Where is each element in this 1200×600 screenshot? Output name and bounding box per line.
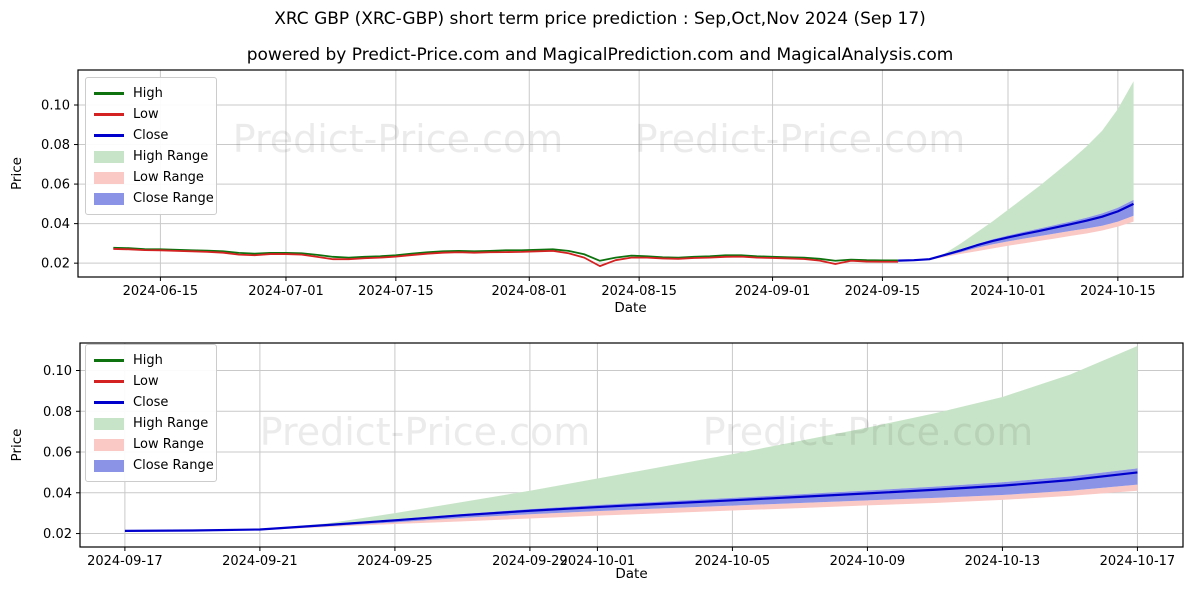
high-series-line	[113, 246, 899, 262]
close-line-swatch	[94, 401, 124, 404]
legend-item-label: Close	[133, 128, 169, 143]
legend-item-label: Low	[133, 374, 159, 389]
legend-item-close: Close	[94, 125, 208, 146]
legend-item-label: Close	[133, 395, 169, 410]
x-tick-label: 2024-10-09	[830, 554, 906, 569]
legend-item-label: Low Range	[133, 437, 204, 452]
figure-subtitle: powered by Predict-Price.com and Magical…	[246, 45, 954, 65]
legend-item-label: High	[133, 353, 163, 368]
x-tick-label: 2024-07-01	[248, 284, 324, 299]
x-tick-label: 2024-09-21	[222, 554, 298, 569]
legend-item-close-range: Close Range	[94, 188, 214, 209]
figure-title: XRC GBP (XRC-GBP) short term price predi…	[274, 9, 926, 29]
x-tick-label: 2024-10-13	[965, 554, 1041, 569]
x-tick-label: 2024-08-15	[601, 284, 677, 299]
close-line-swatch	[94, 134, 124, 137]
x-axis-label: Date	[615, 566, 647, 582]
x-tick-label: 2024-10-05	[695, 554, 771, 569]
price-chart-bottom: Predict-Price.com Predict-Price.com 2024-0…	[9, 342, 1184, 582]
plot-border	[79, 342, 1184, 548]
legend-item-close: Close	[94, 392, 208, 413]
y-tick-label: 0.10	[43, 364, 72, 379]
plot-border	[77, 69, 1184, 278]
y-tick-label: 0.04	[43, 486, 72, 501]
watermark-text: Predict-Price.com	[703, 410, 1034, 454]
legend-item-label: Close Range	[133, 191, 214, 206]
legend-item-high-range: High Range	[94, 413, 208, 434]
high-range-swatch	[94, 150, 124, 163]
legend-item-label: High Range	[133, 149, 209, 164]
legend-item-low: Low	[94, 104, 208, 125]
legend-item-label: High Range	[133, 416, 209, 431]
high-range-area	[124, 346, 1138, 531]
legend-item-low: Low	[94, 371, 208, 392]
close-range-swatch	[94, 192, 124, 205]
x-tick-label: 2024-09-15	[845, 284, 921, 299]
low-series-line	[113, 248, 899, 268]
low-range-swatch	[94, 438, 124, 451]
x-axis-label: Date	[614, 300, 646, 316]
watermark-text: Predict-Price.com	[233, 117, 564, 161]
x-tick-label: 2024-10-01	[560, 554, 636, 569]
legend-item-high-range: High Range	[94, 146, 208, 167]
x-tick-label: 2024-09-17	[87, 554, 163, 569]
legend-bottom-chart: High Low Close High Range Low Range Clos…	[85, 344, 217, 482]
y-tick-label: 0.02	[41, 257, 70, 272]
legend-item-high: High	[94, 350, 208, 371]
legend-item-low-range: Low Range	[94, 434, 208, 455]
watermark-text: Predict-Price.com	[260, 410, 591, 454]
legend-item-low-range: Low Range	[94, 167, 208, 188]
legend-item-close-range: Close Range	[94, 455, 214, 476]
watermark-text: Predict-Price.com	[635, 117, 966, 161]
legend-item-label: High	[133, 86, 163, 101]
x-tick-label: 2024-10-15	[1080, 284, 1156, 299]
high-range-swatch	[94, 417, 124, 430]
low-range-swatch	[94, 171, 124, 184]
x-tick-label: 2024-10-01	[970, 284, 1046, 299]
x-tick-label: 2024-07-15	[358, 284, 434, 299]
y-tick-label: 0.04	[41, 217, 70, 232]
high-line-swatch	[94, 92, 124, 95]
x-tick-label: 2024-09-01	[735, 284, 811, 299]
x-tick-label: 2024-06-15	[123, 284, 199, 299]
close-series-line	[124, 471, 1138, 533]
high-range-area	[898, 81, 1134, 261]
legend-item-label: Low Range	[133, 170, 204, 185]
legend-item-label: Close Range	[133, 458, 214, 473]
x-tick-label: 2024-09-29	[492, 554, 568, 569]
x-tick-label: 2024-10-17	[1100, 554, 1176, 569]
y-tick-label: 0.08	[43, 405, 72, 420]
x-tick-label: 2024-08-01	[491, 284, 567, 299]
x-tick-label: 2024-09-25	[357, 554, 433, 569]
legend-top-chart: High Low Close High Range Low Range Clos…	[85, 77, 217, 215]
y-tick-label: 0.06	[41, 178, 70, 193]
low-line-swatch	[94, 380, 124, 383]
price-chart-top: Predict-Price.com Predict-Price.com 2024-0…	[9, 69, 1184, 316]
plot-background	[78, 70, 1183, 277]
low-line-swatch	[94, 113, 124, 116]
legend-item-label: Low	[133, 107, 159, 122]
y-axis-label: Price	[9, 429, 25, 462]
y-tick-label: 0.02	[43, 527, 72, 542]
legend-item-high: High	[94, 83, 208, 104]
y-axis-label: Price	[9, 157, 25, 190]
close-series-line	[898, 202, 1135, 262]
y-tick-label: 0.08	[41, 138, 70, 153]
high-line-swatch	[94, 359, 124, 362]
y-tick-label: 0.10	[41, 98, 70, 113]
close-range-swatch	[94, 459, 124, 472]
y-tick-label: 0.06	[43, 446, 72, 461]
